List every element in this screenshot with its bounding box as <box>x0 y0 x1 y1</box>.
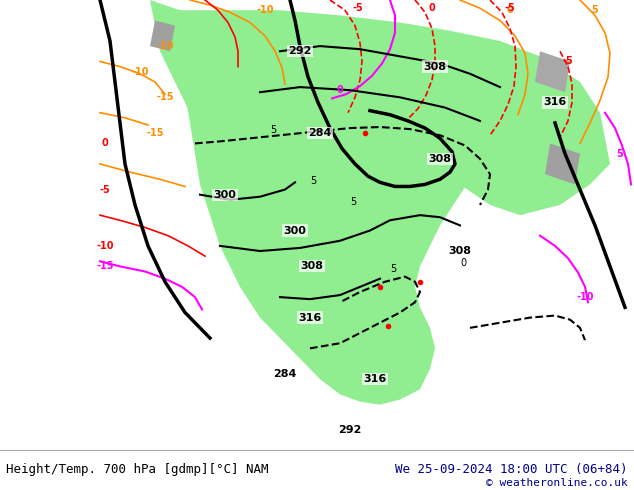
Text: 5: 5 <box>617 148 623 159</box>
Text: -5: -5 <box>353 3 363 13</box>
Text: -5: -5 <box>100 185 110 195</box>
Text: 292: 292 <box>288 46 312 56</box>
Text: 5: 5 <box>390 264 396 273</box>
Text: 316: 316 <box>363 374 387 384</box>
Text: -5: -5 <box>562 56 573 67</box>
Text: -10: -10 <box>576 292 594 302</box>
Text: 5: 5 <box>350 197 356 207</box>
Polygon shape <box>150 0 610 215</box>
Text: -15: -15 <box>96 261 113 271</box>
Polygon shape <box>150 21 175 51</box>
Text: 308: 308 <box>301 261 323 271</box>
Polygon shape <box>535 51 570 92</box>
Polygon shape <box>545 144 580 184</box>
Text: 5: 5 <box>270 125 276 135</box>
Text: 0: 0 <box>101 139 108 148</box>
Text: -15: -15 <box>156 92 174 102</box>
Text: 308: 308 <box>429 154 451 164</box>
Polygon shape <box>180 10 520 405</box>
Text: 0: 0 <box>429 3 436 13</box>
Text: 0: 0 <box>337 85 344 95</box>
Text: 300: 300 <box>283 225 306 236</box>
Text: -15: -15 <box>146 128 164 138</box>
Text: 308: 308 <box>448 246 472 256</box>
Text: We 25-09-2024 18:00 UTC (06+84): We 25-09-2024 18:00 UTC (06+84) <box>395 463 628 476</box>
Text: Height/Temp. 700 hPa [gdmp][°C] NAM: Height/Temp. 700 hPa [gdmp][°C] NAM <box>6 463 269 476</box>
Text: -10: -10 <box>131 67 149 77</box>
Text: -10: -10 <box>256 5 274 15</box>
Text: -5: -5 <box>505 3 515 13</box>
Text: 284: 284 <box>308 128 332 138</box>
Text: 292: 292 <box>339 425 361 435</box>
Text: 316: 316 <box>299 313 321 322</box>
Text: -10: -10 <box>96 241 113 251</box>
Text: 5: 5 <box>592 5 598 15</box>
Text: 0: 0 <box>460 258 466 269</box>
Text: 284: 284 <box>273 369 297 379</box>
Text: 316: 316 <box>543 98 567 107</box>
Text: 0: 0 <box>507 5 514 15</box>
Text: © weatheronline.co.uk: © weatheronline.co.uk <box>486 478 628 488</box>
Text: 5: 5 <box>310 176 316 186</box>
Text: 308: 308 <box>424 62 446 72</box>
Text: 300: 300 <box>214 190 236 199</box>
Text: -10: -10 <box>156 41 174 51</box>
